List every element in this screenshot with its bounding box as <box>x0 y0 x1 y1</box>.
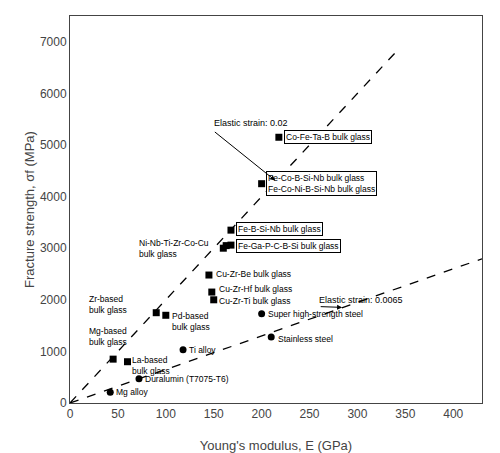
svg-text:Pd-basedbulk glass: Pd-basedbulk glass <box>172 311 210 332</box>
svg-text:Co-Fe-Ta-B bulk glass: Co-Fe-Ta-B bulk glass <box>286 132 370 142</box>
svg-text:Cu-Zr-Hf bulk glass: Cu-Zr-Hf bulk glass <box>219 284 292 294</box>
svg-text:250: 250 <box>300 407 320 421</box>
svg-text:4000: 4000 <box>40 190 67 204</box>
svg-text:Elastic strain: 0.02: Elastic strain: 0.02 <box>214 118 288 128</box>
svg-text:1000: 1000 <box>40 345 67 359</box>
svg-text:0: 0 <box>67 407 74 421</box>
svg-text:Fracture strength, σf (MPa): Fracture strength, σf (MPa) <box>22 131 37 288</box>
svg-text:150: 150 <box>204 407 224 421</box>
svg-text:Mg alloy: Mg alloy <box>116 387 148 397</box>
svg-text:50: 50 <box>111 407 125 421</box>
svg-text:3000: 3000 <box>40 241 67 255</box>
svg-text:Fe-B-Si-Nb bulk glass: Fe-B-Si-Nb bulk glass <box>238 224 321 234</box>
svg-text:Zr-basedbulk glass: Zr-basedbulk glass <box>89 294 127 315</box>
svg-text:Super high-strength steel: Super high-strength steel <box>268 309 363 319</box>
svg-text:Elastic strain: 0.0065: Elastic strain: 0.0065 <box>319 295 403 305</box>
svg-text:Fe-Ga-P-C-B-Si bulk glass: Fe-Ga-P-C-B-Si bulk glass <box>238 241 339 251</box>
svg-text:400: 400 <box>443 407 463 421</box>
svg-text:Mg-basedbulk glass: Mg-basedbulk glass <box>89 326 127 347</box>
svg-text:Young's modulus, E (GPa): Young's modulus, E (GPa) <box>200 438 352 453</box>
svg-text:350: 350 <box>395 407 415 421</box>
svg-text:6000: 6000 <box>40 87 67 101</box>
svg-text:100: 100 <box>156 407 176 421</box>
svg-text:7000: 7000 <box>40 35 67 49</box>
svg-text:Ti alloy: Ti alloy <box>189 345 216 355</box>
svg-text:0: 0 <box>60 396 67 410</box>
svg-text:La-basedbulk glass: La-basedbulk glass <box>132 355 170 376</box>
svg-text:Stainless steel: Stainless steel <box>278 334 333 344</box>
svg-text:Duralumin (T7075-T6): Duralumin (T7075-T6) <box>145 374 229 384</box>
svg-text:Ni-Nb-Ti-Zr-Co-Cubulk glass: Ni-Nb-Ti-Zr-Co-Cubulk glass <box>139 238 209 259</box>
svg-text:Cu-Zr-Ti bulk glass: Cu-Zr-Ti bulk glass <box>219 296 290 306</box>
svg-text:2000: 2000 <box>40 293 67 307</box>
svg-text:200: 200 <box>252 407 272 421</box>
svg-text:5000: 5000 <box>40 138 67 152</box>
svg-text:300: 300 <box>347 407 367 421</box>
svg-text:Fe-Co-B-Si-Nb bulk glassFe-Co-: Fe-Co-B-Si-Nb bulk glassFe-Co-Ni-B-Si-Nb… <box>268 173 375 194</box>
svg-text:Cu-Zr-Be bulk glass: Cu-Zr-Be bulk glass <box>216 269 291 279</box>
